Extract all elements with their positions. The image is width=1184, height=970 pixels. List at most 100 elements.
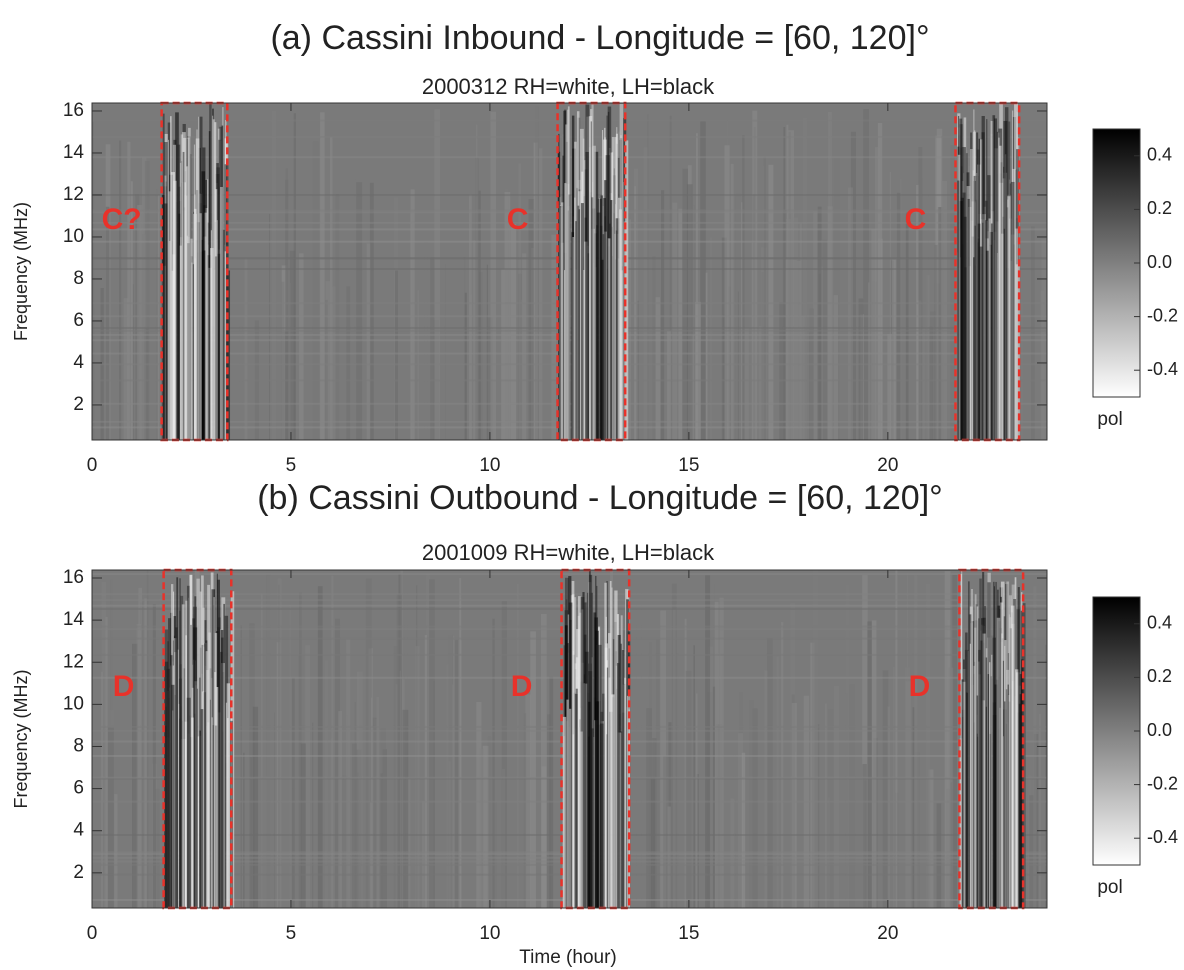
burst-stripe bbox=[193, 627, 198, 908]
texture-stripe bbox=[723, 314, 725, 440]
y-axis-label: Frequency (MHz) bbox=[11, 202, 31, 341]
texture-stripe bbox=[459, 577, 462, 908]
burst-stripe bbox=[163, 203, 168, 440]
burst-stripe bbox=[973, 257, 975, 440]
burst-stripe bbox=[227, 270, 231, 440]
burst-stripe bbox=[992, 115, 996, 440]
burst-stripe bbox=[199, 213, 202, 440]
panel-subtitle: 2001009 RH=white, LH=black bbox=[422, 540, 715, 565]
texture-stripe bbox=[709, 237, 713, 440]
burst-stripe bbox=[213, 597, 215, 908]
burst-stripe bbox=[594, 151, 599, 440]
texture-stripe bbox=[522, 253, 527, 440]
burst-stripe bbox=[190, 238, 193, 440]
burst-stripe bbox=[186, 166, 188, 440]
texture-stripe bbox=[127, 141, 131, 440]
colorbar-tick-label: 0.4 bbox=[1147, 145, 1172, 165]
texture-stripe bbox=[887, 706, 890, 908]
burst-stripe bbox=[1010, 181, 1015, 440]
burst-stripe bbox=[961, 679, 964, 908]
texture-stripe bbox=[549, 676, 554, 908]
burst-stripe bbox=[589, 117, 592, 440]
texture-stripe bbox=[277, 578, 282, 908]
burst-stripe bbox=[176, 577, 179, 908]
panel-title: (a) Cassini Inbound - Longitude = [60, 1… bbox=[270, 19, 929, 57]
texture-stripe bbox=[672, 202, 678, 440]
texture-stripe bbox=[424, 242, 428, 440]
burst-stripe bbox=[217, 253, 221, 440]
texture-stripe bbox=[882, 670, 889, 908]
colorbar-tick-label: -0.2 bbox=[1147, 305, 1178, 325]
burst-stripe bbox=[962, 147, 966, 440]
texture-stripe bbox=[434, 109, 441, 440]
texture-stripe bbox=[567, 331, 574, 440]
burst-stripe bbox=[171, 172, 175, 440]
burst-stripe bbox=[562, 716, 567, 908]
texture-stripe bbox=[827, 206, 833, 440]
colorbar bbox=[1092, 596, 1141, 866]
texture-stripe bbox=[510, 224, 517, 440]
texture-stripe bbox=[108, 727, 114, 908]
texture-stripe bbox=[749, 699, 755, 908]
texture-stripe bbox=[812, 570, 819, 908]
texture-stripe bbox=[429, 579, 435, 908]
annotation-label: C bbox=[507, 203, 529, 236]
texture-stripe bbox=[868, 282, 870, 440]
burst-stripe bbox=[1019, 694, 1023, 908]
x-tick-label: 20 bbox=[877, 923, 898, 944]
burst-stripe bbox=[596, 212, 601, 440]
burst-texture bbox=[957, 103, 1020, 440]
texture-stripe bbox=[766, 638, 773, 908]
texture-stripe bbox=[922, 178, 929, 440]
burst-stripe bbox=[605, 643, 609, 908]
burst-stripe bbox=[575, 221, 578, 440]
burst-stripe bbox=[1007, 196, 1011, 440]
texture-stripe bbox=[395, 270, 398, 440]
texture-stripe bbox=[535, 106, 539, 440]
burst-stripe bbox=[974, 627, 977, 908]
texture-stripe bbox=[637, 300, 639, 440]
burst-stripe bbox=[996, 617, 1001, 908]
x-tick-label: 20 bbox=[877, 455, 898, 476]
texture-stripe bbox=[444, 264, 446, 440]
burst-stripe bbox=[970, 588, 974, 908]
texture-stripe bbox=[317, 586, 323, 908]
texture-stripe bbox=[899, 178, 902, 440]
texture-stripe bbox=[266, 572, 271, 908]
texture-stripe bbox=[551, 234, 557, 440]
texture-stripe bbox=[779, 302, 786, 440]
texture-stripe bbox=[487, 736, 492, 908]
burst-stripe bbox=[1009, 617, 1013, 908]
texture-stripe bbox=[650, 777, 656, 908]
burst-stripe bbox=[207, 584, 211, 908]
colorbar-label: pol bbox=[1097, 877, 1122, 898]
texture-band bbox=[92, 573, 1047, 576]
burst-stripe bbox=[193, 213, 197, 440]
texture-stripe bbox=[652, 256, 656, 440]
texture-stripe bbox=[646, 708, 652, 908]
texture-stripe bbox=[663, 755, 668, 908]
y-tick-label: 10 bbox=[63, 693, 84, 714]
burst-stripe bbox=[577, 205, 580, 440]
texture-stripe bbox=[132, 643, 138, 908]
burst-stripe bbox=[564, 183, 567, 440]
texture-stripe bbox=[863, 109, 869, 440]
texture-stripe bbox=[312, 141, 319, 440]
burst-stripe bbox=[577, 615, 580, 908]
burst-stripe bbox=[584, 602, 587, 908]
y-tick-label: 14 bbox=[63, 142, 85, 163]
texture-stripe bbox=[695, 133, 698, 440]
burst-stripe bbox=[1007, 684, 1009, 908]
burst-stripe bbox=[210, 230, 212, 440]
texture-stripe bbox=[850, 131, 857, 440]
colorbar-tick-label: 0.0 bbox=[1147, 252, 1172, 272]
burst-stripe bbox=[180, 134, 184, 440]
texture-stripe bbox=[346, 286, 351, 440]
texture-stripe bbox=[501, 269, 505, 440]
burst-stripe bbox=[572, 237, 574, 440]
texture-stripe bbox=[261, 776, 267, 908]
texture-stripe bbox=[643, 147, 649, 440]
burst-stripe bbox=[200, 709, 204, 908]
burst-stripe bbox=[1003, 120, 1008, 440]
burst-stripe bbox=[592, 145, 596, 440]
